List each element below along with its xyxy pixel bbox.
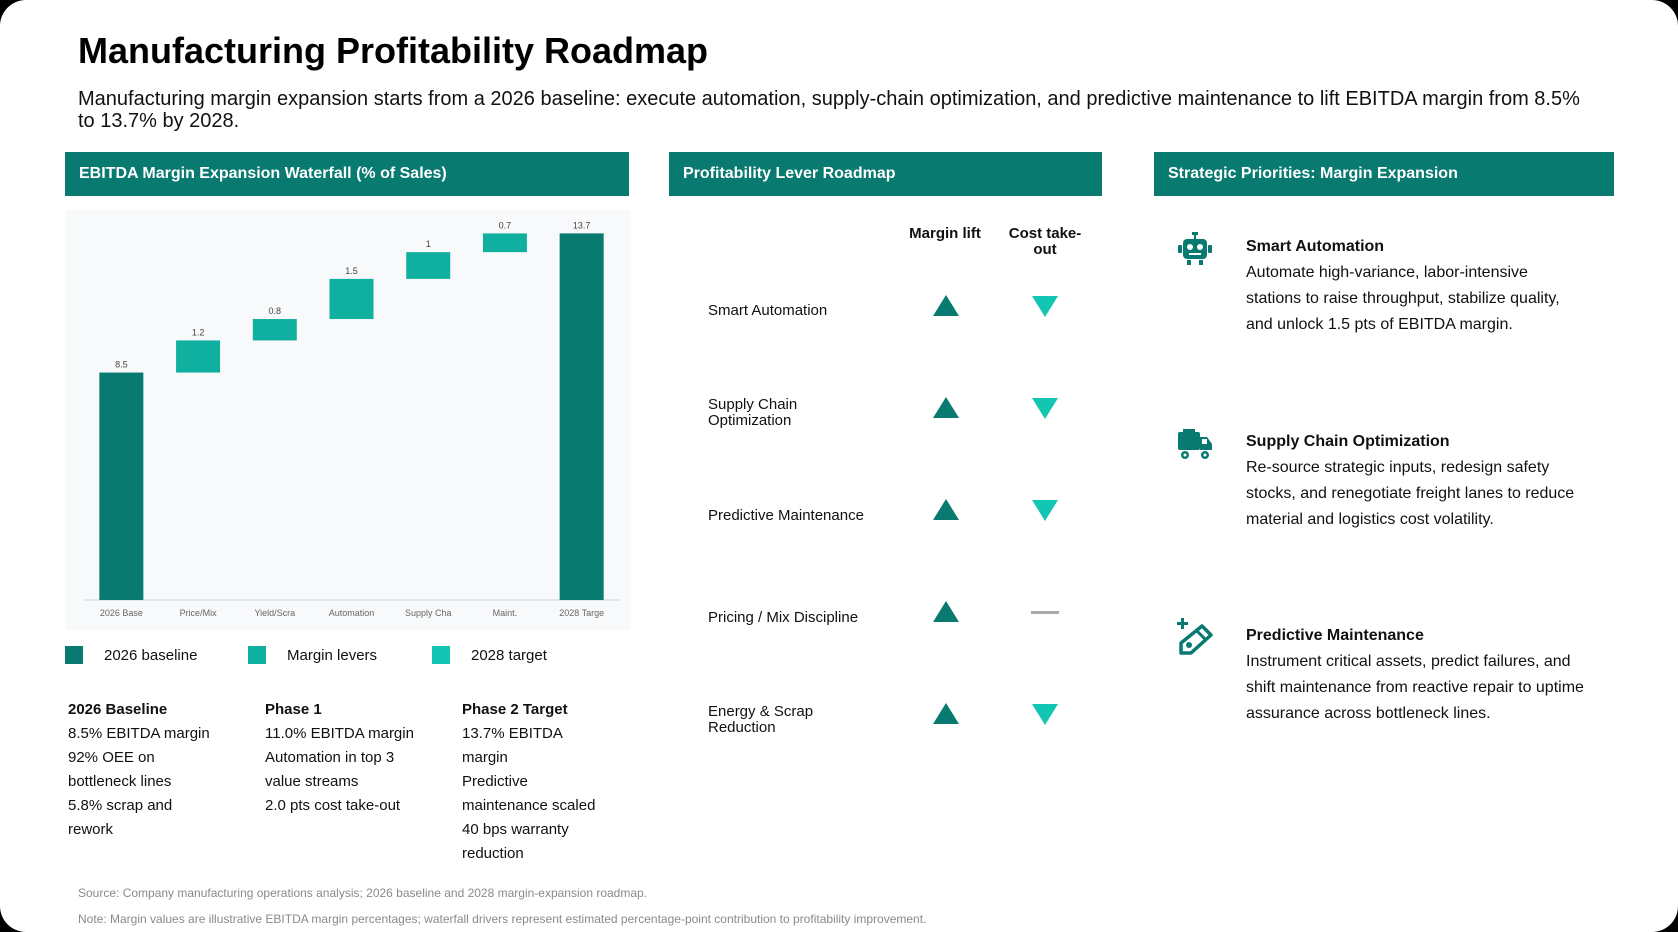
- page-title: Manufacturing Profitability Roadmap: [78, 30, 709, 71]
- data-label: 1: [426, 239, 431, 249]
- lever-label: Supply Chain Optimization: [708, 396, 798, 429]
- down-triangle-icon: [1032, 296, 1058, 317]
- down-triangle-icon: [1032, 398, 1058, 419]
- priority-title: Smart Automation: [1246, 238, 1385, 255]
- column-header-cost-take-out: Cost take-out: [1008, 225, 1082, 258]
- x-tick-label: Supply Cha: [405, 608, 452, 618]
- bar-supply-cha: [406, 252, 451, 279]
- bar-2026-base: [99, 372, 144, 600]
- source-note: Source: Company manufacturing operations…: [78, 886, 648, 900]
- bar-2028-targe: [559, 233, 604, 600]
- legend-label-levers: Margin levers: [287, 646, 378, 664]
- truck-icon: [1178, 429, 1212, 459]
- phase-line: Predictive maintenance scaled: [462, 773, 596, 814]
- legend-swatch-target: [432, 646, 450, 664]
- priority-title: Predictive Maintenance: [1246, 627, 1424, 644]
- phase-baseline: 2026 Baseline 8.5% EBITDA margin 92% OEE…: [68, 698, 218, 842]
- phase-line: Automation in top 3 value streams: [265, 749, 395, 790]
- up-triangle-icon: [933, 397, 959, 418]
- waterfall-chart: 8.5 2026 Base 1.2 Price/Mix 0.8 Yield/Scra 1.5…: [83, 220, 620, 618]
- priorities-panel-header: Strategic Priorities: Margin Expansion: [1154, 152, 1614, 196]
- legend-swatch-levers: [248, 646, 266, 664]
- phase-line: 92% OEE on bottleneck lines: [68, 749, 172, 790]
- legend-item-levers: Margin levers: [248, 646, 377, 664]
- phase-title: Phase 1: [265, 701, 322, 718]
- x-tick-label: 2028 Targe: [559, 608, 604, 618]
- phase-line: 11.0% EBITDA margin: [265, 725, 414, 742]
- phase-title: Phase 2 Target: [462, 701, 568, 718]
- data-label: 8.5: [115, 360, 128, 370]
- legend-swatch-baseline: [65, 646, 83, 664]
- priority-body: Re-source strategic inputs, redesign saf…: [1246, 459, 1575, 528]
- lever-label: Pricing / Mix Discipline: [708, 609, 859, 626]
- data-label: 1.5: [345, 266, 358, 276]
- bar-price-mix: [176, 340, 221, 373]
- x-tick-label: Price/Mix: [180, 608, 218, 618]
- bar-yield-scra: [252, 319, 297, 341]
- roadmap-panel-header: Profitability Lever Roadmap: [669, 152, 1102, 196]
- dash-icon: [1031, 611, 1059, 614]
- phase-1: Phase 1 11.0% EBITDA margin Automation i…: [265, 698, 415, 818]
- lever-label: Energy & Scrap Reduction: [708, 703, 814, 736]
- page-subtitle: Manufacturing margin expansion starts fr…: [78, 88, 1580, 132]
- wrench-icon: [1177, 618, 1213, 655]
- down-triangle-icon: [1032, 704, 1058, 725]
- footnote: Note: Margin values are illustrative EBI…: [78, 912, 927, 926]
- priority-title: Supply Chain Optimization: [1246, 433, 1450, 450]
- x-tick-label: Yield/Scra: [254, 608, 295, 618]
- legend-item-target: 2028 target: [432, 646, 547, 664]
- up-triangle-icon: [933, 703, 959, 724]
- legend-label-target: 2028 target: [471, 646, 547, 664]
- phase-title: 2026 Baseline: [68, 701, 168, 718]
- lever-label: Predictive Maintenance: [708, 507, 864, 524]
- column-header-margin-lift: Margin lift: [909, 225, 981, 242]
- lever-label: Smart Automation: [708, 302, 828, 319]
- waterfall-panel-header: EBITDA Margin Expansion Waterfall (% of …: [65, 152, 629, 196]
- bar-maint-: [482, 233, 527, 253]
- data-label: 13.7: [573, 220, 591, 230]
- legend-label-baseline: 2026 baseline: [104, 646, 198, 664]
- phase-line: 5.8% scrap and rework: [68, 797, 173, 838]
- bar-automation: [329, 278, 374, 320]
- phase-line: 40 bps warranty reduction: [462, 821, 569, 862]
- robot-icon: [1178, 232, 1212, 265]
- up-triangle-icon: [933, 601, 959, 622]
- data-label: 1.2: [192, 327, 205, 337]
- x-tick-label: Automation: [329, 608, 375, 618]
- x-tick-label: 2026 Base: [100, 608, 143, 618]
- data-label: 0.7: [499, 220, 512, 230]
- priority-body: Automate high-variance, labor-intensive …: [1246, 264, 1560, 333]
- phase-2-target: Phase 2 Target 13.7% EBITDA margin Predi…: [462, 698, 612, 866]
- data-label: 0.8: [269, 306, 282, 316]
- up-triangle-icon: [933, 295, 959, 316]
- down-triangle-icon: [1032, 500, 1058, 521]
- x-tick-label: Maint.: [493, 608, 518, 618]
- phase-line: 8.5% EBITDA margin: [68, 725, 210, 742]
- phase-line: 2.0 pts cost take-out: [265, 797, 401, 814]
- legend-item-baseline: 2026 baseline: [65, 646, 197, 664]
- up-triangle-icon: [933, 499, 959, 520]
- phase-line: 13.7% EBITDA margin: [462, 725, 563, 766]
- priority-body: Instrument critical assets, predict fail…: [1246, 653, 1584, 722]
